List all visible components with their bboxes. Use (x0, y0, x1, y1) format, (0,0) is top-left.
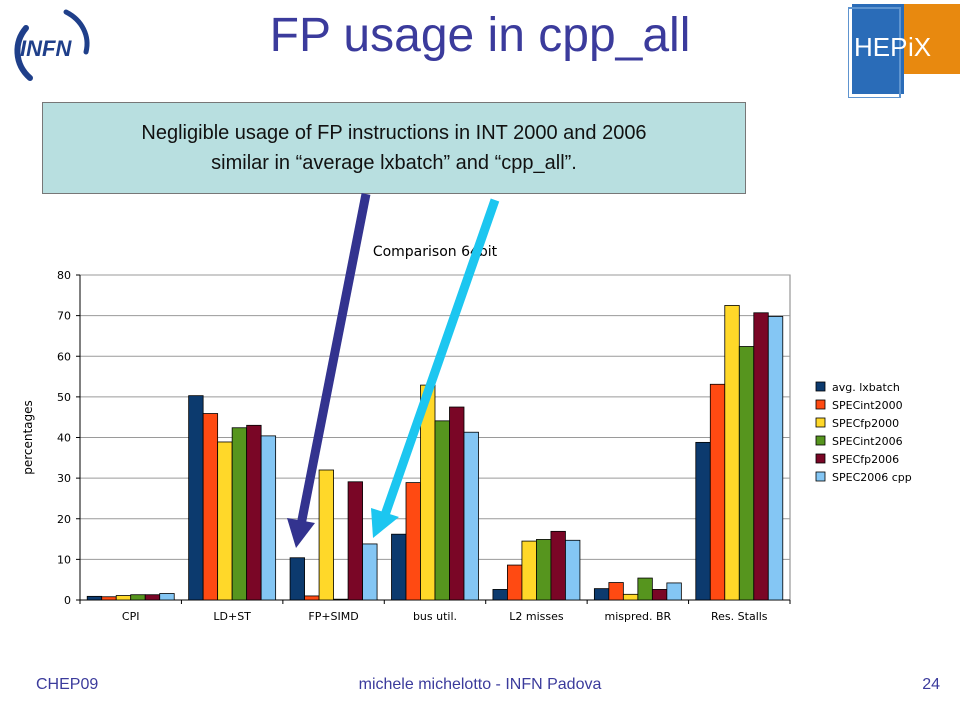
hepix-logo-text-b: iX (908, 32, 931, 62)
legend-label: SPECint2000 (832, 399, 903, 412)
y-tick-label: 30 (57, 472, 71, 485)
legend-label: SPECfp2006 (832, 453, 899, 466)
x-tick-label: bus util. (413, 610, 457, 623)
callout-line-1: Negligible usage of FP instructions in I… (141, 122, 647, 144)
bar-spec2006-cpp (362, 543, 378, 601)
y-axis-label: percentages (21, 400, 35, 475)
footer-conference: CHEP09 (36, 676, 99, 693)
bar-specint2006 (637, 577, 653, 601)
legend-swatch (815, 417, 826, 428)
y-tick-label: 60 (57, 350, 71, 363)
bar-spec2006-cpp (463, 431, 479, 601)
bar-spec2006-cpp (666, 582, 682, 601)
legend-swatch (815, 435, 826, 446)
callout-line-2: similar in “average lxbatch” and “cpp_al… (211, 152, 577, 174)
legend-label: SPEC2006 cpp (832, 471, 912, 484)
bar-specfp2006 (347, 481, 363, 601)
y-tick-label: 50 (57, 391, 71, 404)
footer-author: michele michelotto - INFN Padova (358, 676, 602, 693)
chart-title: Comparison 64bit (373, 244, 498, 260)
hepix-logo-text-a: HEP (854, 32, 907, 62)
footer-page-number: 24 (922, 676, 940, 693)
y-tick-label: 20 (57, 513, 71, 526)
legend-swatch (815, 399, 826, 410)
dark-arrow (287, 193, 371, 548)
callout-box: Negligible usage of FP instructions in I… (42, 102, 746, 194)
legend-swatch (815, 471, 826, 482)
infn-logo: INFN (14, 9, 90, 81)
slide-title: FP usage in cpp_all (269, 9, 691, 62)
legend-label: SPECfp2000 (832, 417, 899, 430)
y-tick-label: 40 (57, 432, 71, 445)
bar-spec2006-cpp (260, 435, 277, 601)
legend-label: SPECint2006 (832, 435, 903, 448)
y-tick-label: 80 (57, 269, 71, 282)
x-tick-label: mispred. BR (605, 610, 672, 623)
x-tick-label: CPI (122, 610, 140, 623)
legend-swatch (815, 453, 826, 464)
bar-spec2006-cpp (565, 539, 581, 601)
bar-spec2006-cpp (159, 593, 175, 601)
y-tick-label: 70 (57, 310, 71, 323)
bar-specint2000 (608, 582, 624, 601)
x-tick-label: Res. Stalls (711, 610, 768, 623)
y-tick-label: 0 (64, 594, 71, 607)
infn-logo-text: INFN (20, 36, 72, 61)
legend-swatch (815, 381, 826, 392)
light-arrow (371, 198, 500, 538)
x-tick-label: LD+ST (213, 610, 251, 623)
legend-label: avg. lxbatch (832, 381, 900, 394)
bar-avg-lxbatch (289, 557, 305, 601)
bar-spec2006-cpp (767, 316, 784, 601)
x-tick-label: FP+SIMD (308, 610, 358, 623)
x-tick-label: L2 misses (509, 610, 564, 623)
y-tick-label: 10 (57, 553, 71, 566)
hepix-logo: HEP iX (848, 4, 960, 98)
bar-specfp2000 (318, 469, 334, 601)
